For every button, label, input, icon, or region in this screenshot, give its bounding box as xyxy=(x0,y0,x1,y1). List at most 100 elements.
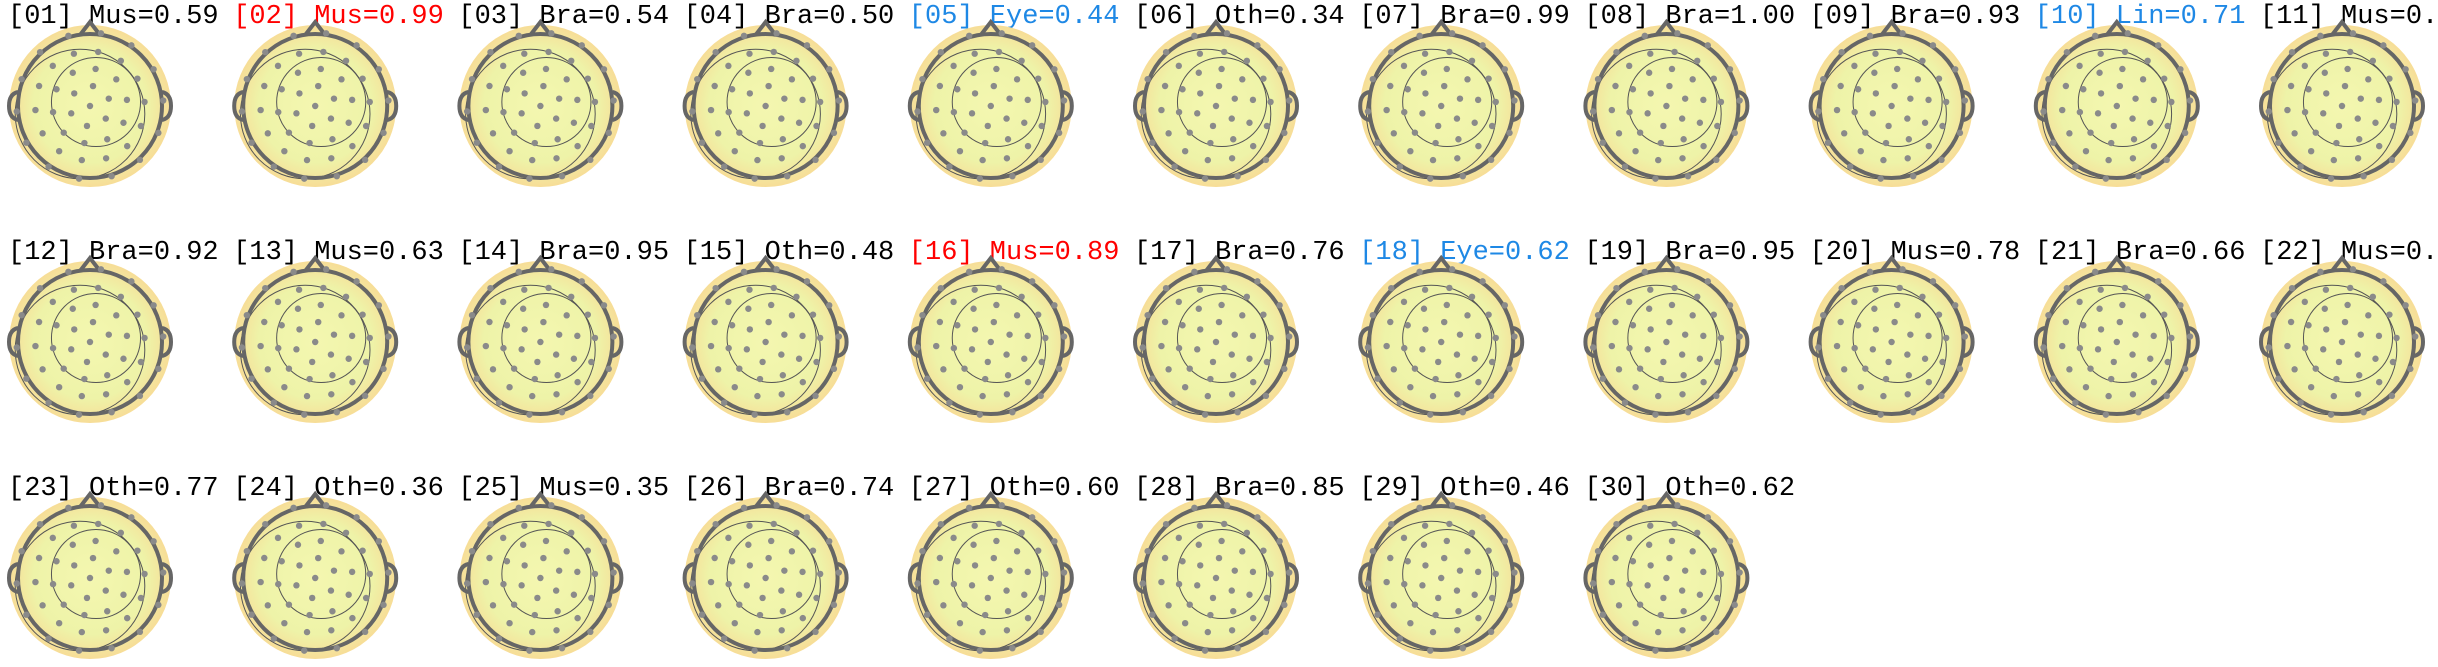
topomap: [24] Oth=0.36 xyxy=(232,474,444,659)
electrode xyxy=(1506,601,1513,609)
electrode xyxy=(1231,95,1238,102)
electrode xyxy=(979,628,986,636)
electrode xyxy=(105,567,112,574)
electrode xyxy=(946,635,953,642)
electrode xyxy=(1615,366,1623,373)
electrode xyxy=(1021,591,1028,598)
head-outline xyxy=(691,504,840,652)
electrode xyxy=(587,392,594,400)
electrode xyxy=(338,312,345,319)
electrode xyxy=(1717,334,1725,342)
electrode xyxy=(1717,98,1725,106)
electrode xyxy=(1904,155,1911,162)
electrode xyxy=(1262,392,1270,400)
electrode xyxy=(568,529,575,537)
electrode xyxy=(1488,358,1496,366)
electrode xyxy=(1018,57,1025,65)
electrode xyxy=(998,502,1005,509)
electrode xyxy=(2072,163,2079,170)
electrode xyxy=(2063,48,2071,56)
contour xyxy=(1176,292,1268,384)
electrode xyxy=(548,266,555,273)
electrode xyxy=(489,602,497,609)
electrode xyxy=(1935,311,1943,318)
electrode xyxy=(519,541,527,548)
electrode xyxy=(275,108,282,116)
electrode xyxy=(506,383,513,391)
electrode xyxy=(1663,574,1670,582)
electrode xyxy=(342,57,350,65)
electrode xyxy=(1006,331,1013,338)
component-label: [03] Bra=0.54 xyxy=(458,2,669,32)
electrode xyxy=(1034,311,1042,318)
electrode xyxy=(830,129,838,137)
electrode xyxy=(1416,268,1423,276)
electrode xyxy=(970,305,977,312)
nose xyxy=(979,254,1003,273)
electrode xyxy=(1454,155,1461,162)
electrode xyxy=(2388,156,2396,164)
ear xyxy=(2258,90,2271,122)
electrode xyxy=(799,378,807,386)
electrode xyxy=(75,175,83,182)
electrode xyxy=(1492,570,1499,578)
electrode xyxy=(2130,372,2138,379)
electrode xyxy=(487,284,494,292)
electrode xyxy=(306,611,313,619)
contour xyxy=(726,528,817,620)
electrode xyxy=(534,594,541,602)
electrode xyxy=(1422,562,1429,569)
electrode xyxy=(2270,311,2277,319)
electrode xyxy=(1165,366,1172,373)
electrode xyxy=(1657,139,1665,147)
electrode xyxy=(1872,50,1879,57)
electrode xyxy=(1396,399,1404,406)
electrode xyxy=(521,286,528,293)
electrode xyxy=(487,520,494,528)
electrode xyxy=(1400,62,1408,70)
electrode xyxy=(1231,567,1238,574)
topomap: [28] Bra=0.85 xyxy=(1132,474,1345,659)
ear xyxy=(6,562,19,594)
electrode xyxy=(2116,318,2124,326)
electrode xyxy=(150,66,157,73)
topomap: [13] Mus=0.63 xyxy=(232,238,444,423)
electrode xyxy=(117,529,125,537)
nose xyxy=(1204,18,1228,37)
ear xyxy=(1062,326,1074,358)
ear xyxy=(907,326,920,358)
electrode xyxy=(120,119,127,126)
electrode xyxy=(1149,375,1156,382)
electrode xyxy=(342,293,350,301)
electrode xyxy=(1851,108,1858,116)
electrode xyxy=(333,172,341,180)
ear xyxy=(1287,90,1300,122)
contour xyxy=(1627,56,1718,148)
electrode xyxy=(1479,278,1486,285)
electrode xyxy=(65,504,72,512)
electrode xyxy=(1004,372,1012,379)
electrode xyxy=(2059,342,2066,350)
electrode xyxy=(68,110,75,117)
electrode xyxy=(1207,375,1214,383)
electrode xyxy=(745,305,752,312)
electrode xyxy=(35,82,43,90)
electrode xyxy=(1456,331,1464,338)
electrode xyxy=(2388,392,2396,400)
electrode xyxy=(55,147,63,155)
electrode xyxy=(1139,580,1146,587)
electrode xyxy=(1731,129,1738,137)
electrode xyxy=(2113,338,2120,346)
electrode xyxy=(1228,587,1235,594)
electrode xyxy=(526,175,533,182)
electrode xyxy=(540,318,547,326)
nose xyxy=(754,254,778,273)
electrode xyxy=(2312,129,2319,136)
electrode xyxy=(285,365,293,372)
electrode xyxy=(971,286,978,293)
electrode xyxy=(2049,139,2057,146)
electrode xyxy=(362,594,370,602)
electrode xyxy=(281,383,288,391)
electrode xyxy=(1051,66,1058,73)
component-label: [29] Oth=0.46 xyxy=(1359,474,1570,504)
